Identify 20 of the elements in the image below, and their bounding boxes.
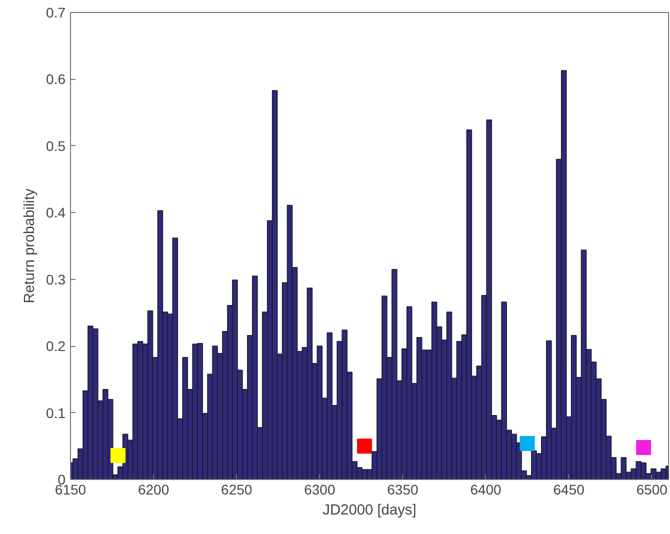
y-tick-label: 0.3	[46, 271, 66, 288]
point	[357, 438, 372, 454]
y-axis-title: Return probability	[22, 188, 38, 304]
point	[636, 440, 652, 455]
point	[110, 448, 126, 463]
y-tick-label: 0.6	[46, 71, 66, 88]
x-tick-label: 6300	[304, 482, 336, 498]
x-tick-label: 6250	[221, 482, 252, 498]
x-tick-label: 6450	[553, 482, 585, 498]
x-axis-title: JD2000 [days]	[322, 502, 416, 518]
x-tick-label: 6200	[138, 482, 170, 498]
x-tick-label: 6500	[636, 482, 668, 498]
y-tick-label: 0.2	[46, 338, 66, 354]
y-tick-label: 0.7	[46, 4, 66, 20]
y-tick-label: 0.5	[46, 138, 66, 154]
x-tick-label: 6400	[470, 482, 502, 498]
y-tick-label: 0.4	[46, 204, 66, 221]
x-tick-label: 6350	[387, 482, 419, 498]
y-tick-label: 0.1	[46, 404, 66, 421]
point	[520, 436, 535, 451]
